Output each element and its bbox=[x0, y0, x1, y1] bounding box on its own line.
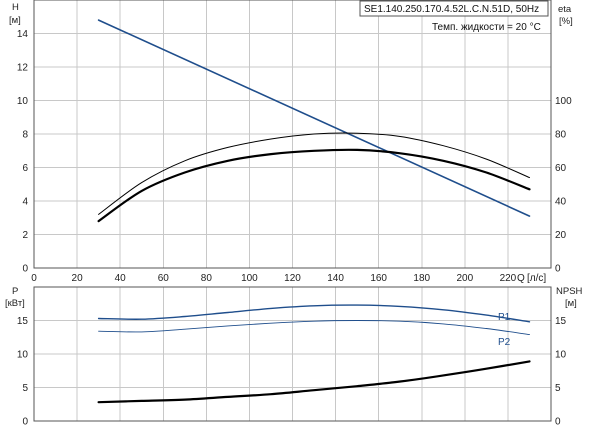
y-tick-label: 0 bbox=[22, 417, 28, 428]
x-tick-label: 160 bbox=[370, 273, 387, 284]
y-tick-label: 5 bbox=[22, 383, 28, 394]
x-axis-label: Q bbox=[517, 273, 525, 284]
y2-tick-label: 60 bbox=[555, 163, 567, 174]
y-tick-label: 14 bbox=[17, 29, 29, 40]
bottom-y-axis-label: P bbox=[12, 286, 18, 297]
y2-tick-label: 0 bbox=[555, 417, 561, 428]
y2-tick-label: 20 bbox=[555, 230, 567, 241]
top-y2-axis-label: eta bbox=[558, 4, 572, 15]
plot-frame bbox=[33, 0, 552, 269]
x-axis-unit: [л/с] bbox=[527, 273, 546, 284]
x-tick-label: 0 bbox=[31, 273, 37, 284]
y2-tick-label: 0 bbox=[555, 264, 561, 275]
x-tick-label: 120 bbox=[284, 273, 301, 284]
y-tick-label: 8 bbox=[22, 130, 28, 141]
series-label-p2: P2 bbox=[498, 337, 511, 348]
y-tick-label: 15 bbox=[17, 316, 29, 327]
y2-tick-label: 5 bbox=[555, 383, 561, 394]
y-tick-label: 2 bbox=[22, 230, 28, 241]
curve-P2 bbox=[98, 320, 530, 336]
bottom-y2-axis-label: NPSH bbox=[556, 286, 583, 297]
series-label-p1: P1 bbox=[498, 312, 511, 323]
x-tick-label: 200 bbox=[456, 273, 473, 284]
y2-tick-label: 15 bbox=[555, 316, 567, 327]
top-y-axis-label: H bbox=[12, 2, 19, 13]
x-tick-label: 20 bbox=[72, 273, 84, 284]
bottom-y2-axis-unit: [м] bbox=[565, 298, 577, 309]
curve-P1 bbox=[97, 304, 531, 323]
bottom-y-axis-unit: [кВт] bbox=[5, 298, 25, 309]
y-tick-label: 10 bbox=[17, 96, 29, 107]
curve-layer bbox=[97, 19, 531, 404]
x-tick-label: 40 bbox=[115, 273, 127, 284]
top-y2-axis-unit: [%] bbox=[559, 16, 573, 27]
x-tick-label: 220 bbox=[500, 273, 517, 284]
y-tick-label: 10 bbox=[17, 350, 29, 361]
title-box bbox=[359, 0, 549, 17]
y-tick-label: 0 bbox=[22, 264, 28, 275]
x-tick-label: 180 bbox=[413, 273, 430, 284]
y2-tick-label: 100 bbox=[555, 96, 572, 107]
x-tick-label: 140 bbox=[327, 273, 344, 284]
pump-model-title: SE1.140.250.170.4.52L.C.N.51D, 50Hz bbox=[364, 4, 539, 15]
x-tick-label: 100 bbox=[241, 273, 258, 284]
y-tick-label: 4 bbox=[22, 197, 28, 208]
y2-tick-label: 80 bbox=[555, 130, 567, 141]
curve-eta-pump bbox=[98, 132, 530, 215]
curve-NPSH bbox=[97, 360, 531, 404]
x-tick-label: 60 bbox=[158, 273, 170, 284]
plot-frame bbox=[33, 286, 552, 422]
grid-layer bbox=[33, 0, 552, 422]
curve-head bbox=[97, 19, 531, 217]
top-y-axis-unit: [м] bbox=[9, 15, 21, 26]
y-tick-label: 12 bbox=[17, 63, 29, 74]
liquid-temperature-note: Темп. жидкости = 20 °C bbox=[432, 22, 541, 33]
curve-eta-total bbox=[97, 148, 531, 223]
y-tick-label: 6 bbox=[22, 163, 28, 174]
x-tick-label: 80 bbox=[201, 273, 213, 284]
y2-tick-label: 10 bbox=[555, 350, 567, 361]
y2-tick-label: 40 bbox=[555, 197, 567, 208]
